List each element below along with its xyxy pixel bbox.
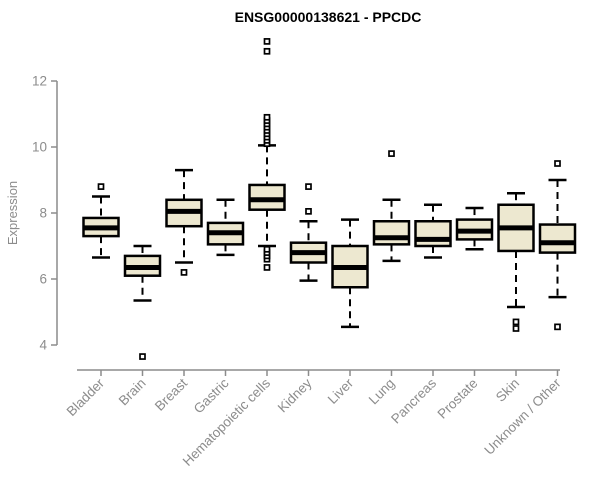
outlier-unknown-other: [554, 160, 561, 167]
outlier-lung: [388, 150, 395, 157]
x-tick-label: Kidney: [275, 375, 315, 415]
outlier-hematopoietic-cells: [263, 113, 271, 121]
outlier-bladder: [97, 183, 105, 190]
x-tick-label: Prostate: [434, 376, 480, 422]
x-tick-label: Bladder: [64, 375, 108, 419]
y-tick-label: 4: [39, 338, 47, 353]
x-tick-label: Breast: [152, 375, 190, 413]
x-tick-label: Unknown / Other: [481, 375, 564, 458]
outlier-hematopoietic-cells: [263, 264, 271, 271]
box-lung: [372, 220, 411, 246]
x-tick-label: Brain: [116, 376, 149, 409]
outlier-unknown-other: [554, 323, 561, 331]
chart-title: ENSG00000138621 - PPCDC: [235, 9, 422, 25]
outlier-brain: [139, 353, 146, 360]
y-tick-label: 12: [32, 74, 47, 89]
x-tick-label: Pancreas: [388, 375, 439, 426]
y-tick-label: 10: [32, 140, 47, 155]
x-tick-label: Liver: [325, 375, 357, 407]
box-pancreas: [414, 220, 452, 248]
outlier-hematopoietic-cells: [263, 38, 271, 45]
y-tick-label: 6: [39, 272, 47, 287]
x-tick-label: Lung: [366, 376, 398, 408]
outlier-breast: [180, 269, 188, 276]
y-tick-label: 8: [39, 206, 47, 221]
x-tick-label: Skin: [493, 376, 522, 405]
x-tick-label: Gastric: [191, 375, 232, 416]
box-unknown-other: [538, 223, 577, 254]
outlier-kidney: [305, 208, 312, 215]
y-axis-label: Expression: [5, 181, 20, 245]
outlier-hematopoietic-cells: [263, 245, 271, 253]
outlier-skin: [512, 325, 520, 332]
outlier-skin: [512, 318, 520, 326]
outlier-kidney: [305, 183, 312, 190]
outlier-hematopoietic-cells: [263, 47, 271, 55]
